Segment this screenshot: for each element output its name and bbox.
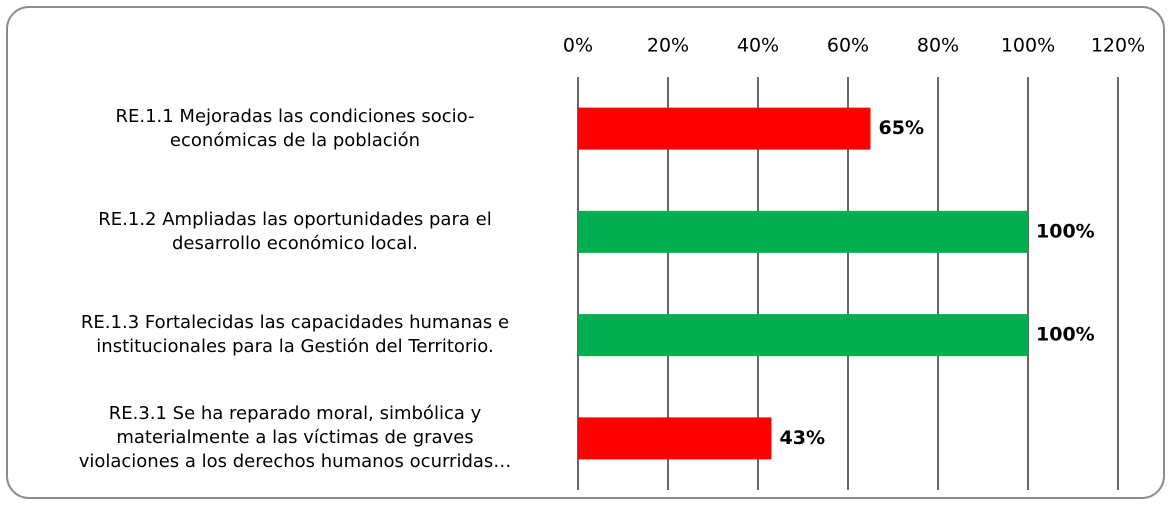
x-tick-label: 0% xyxy=(563,35,593,57)
data-label: 100% xyxy=(1036,220,1095,242)
data-label: 100% xyxy=(1036,324,1095,346)
bar xyxy=(578,210,1028,253)
x-tick-label: 100% xyxy=(1001,35,1055,57)
bar xyxy=(578,107,871,150)
x-tick-label: 80% xyxy=(917,35,959,57)
bar xyxy=(578,417,772,460)
data-label: 65% xyxy=(879,117,924,139)
category-label: RE.1.3 Fortalecidas las capacidades huma… xyxy=(80,312,510,358)
category-label: RE.1.2 Ampliadas las oportunidades para … xyxy=(98,208,492,254)
data-label: 43% xyxy=(780,427,825,449)
x-tick-label: 40% xyxy=(737,35,779,57)
x-tick-label: 120% xyxy=(1091,35,1145,57)
x-tick-label: 20% xyxy=(647,35,689,57)
category-label: RE.1.1 Mejoradas las condiciones socio- … xyxy=(115,105,475,151)
x-tick-label: 60% xyxy=(827,35,869,57)
bar xyxy=(578,314,1028,357)
category-label: RE.3.1 Se ha reparado moral, simbólica y… xyxy=(78,403,512,473)
